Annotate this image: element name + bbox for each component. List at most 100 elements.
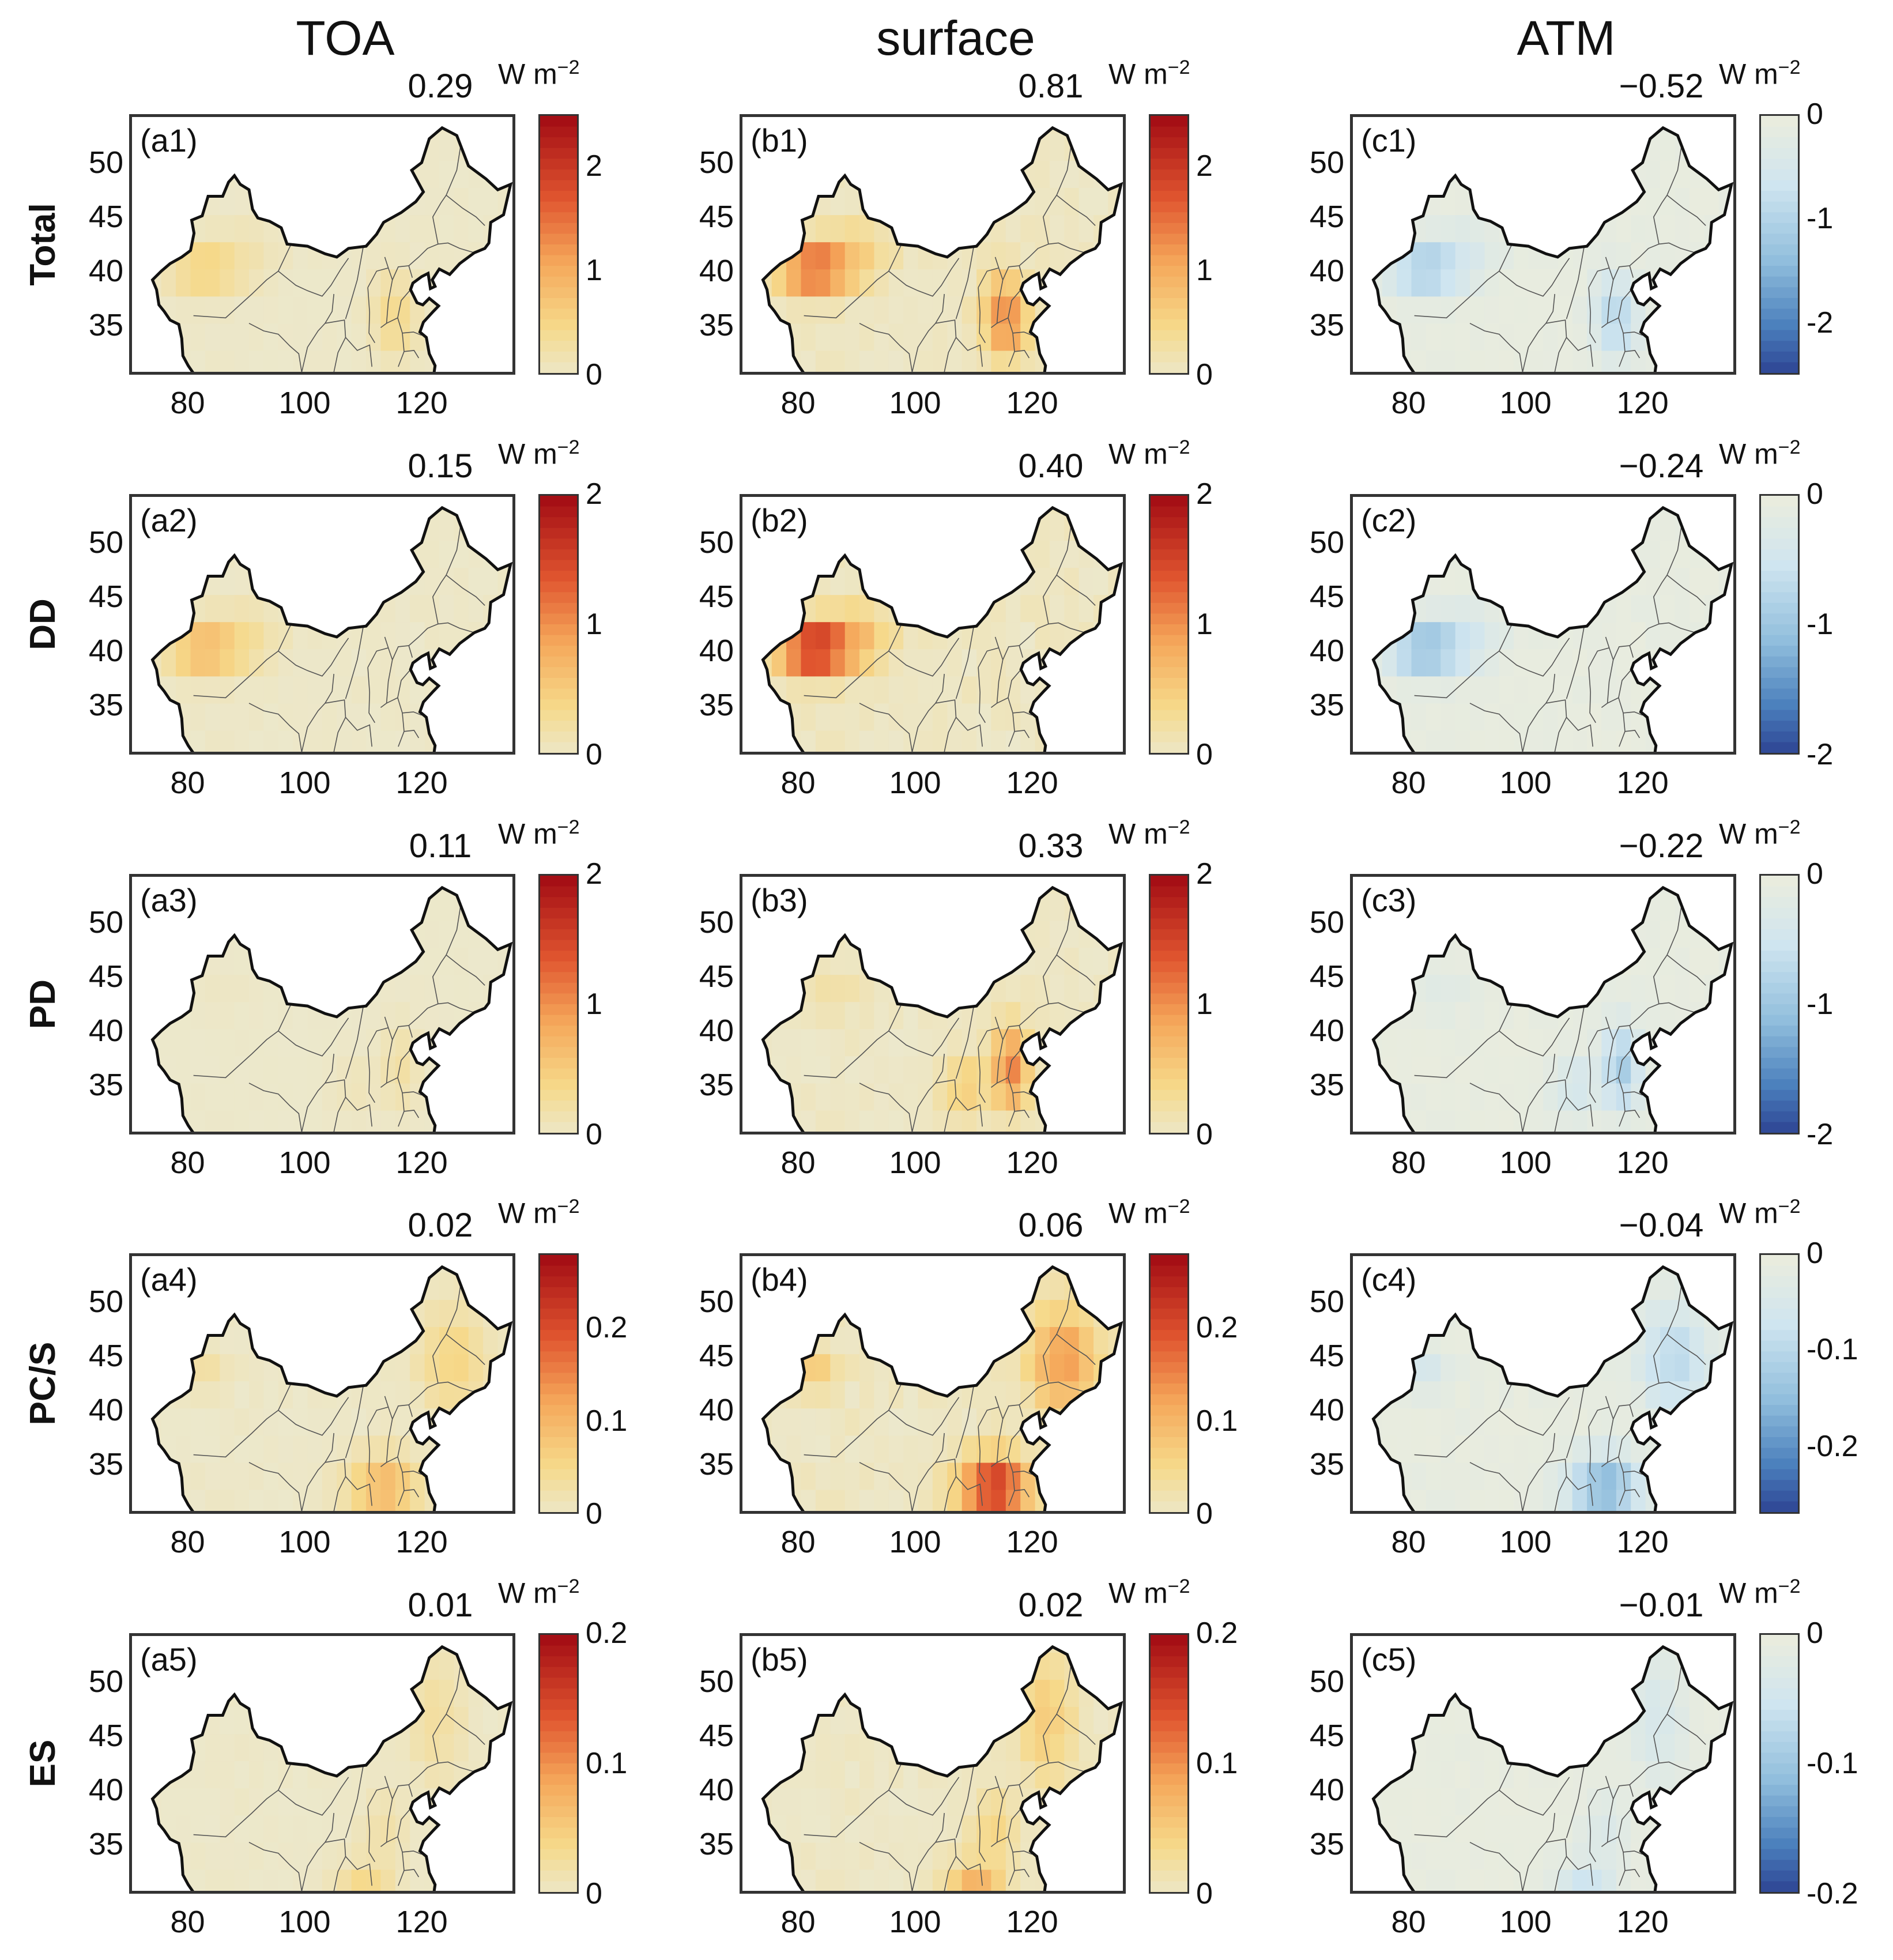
map-panel-c2: (c2) (1350, 494, 1736, 755)
grid-cell (1675, 1435, 1690, 1463)
grid-cell (1353, 1788, 1368, 1816)
grid-cell (1397, 296, 1412, 324)
grid-cell (771, 1788, 787, 1816)
grid-cell (1455, 1272, 1470, 1300)
grid-cell (220, 507, 235, 514)
grid-cell (322, 1646, 337, 1653)
grid-cell (1426, 1028, 1441, 1057)
grid-cell (351, 920, 367, 948)
row-label-dd: DD (23, 598, 63, 650)
grid-cell (932, 947, 948, 975)
grid-cell (410, 730, 425, 752)
province-line (193, 1789, 279, 1838)
grid-cell (512, 1842, 515, 1870)
grid-cell (1514, 1272, 1529, 1300)
colorbar-step (1761, 506, 1798, 518)
grid-cell (1470, 296, 1485, 324)
grid-cell (1093, 1326, 1109, 1355)
grid-cell (844, 133, 860, 161)
grid-cell (1514, 1646, 1529, 1653)
grid-cell (1543, 1489, 1558, 1511)
colorbar-step (540, 538, 577, 550)
grid-cell (512, 513, 515, 541)
grid-cell (220, 974, 235, 1002)
grid-cell (439, 296, 454, 324)
grid-cell (1064, 1761, 1080, 1789)
grid-cell (161, 594, 176, 623)
grid-cell (932, 1733, 948, 1762)
grid-cell (1123, 160, 1126, 188)
grid-cell (1543, 323, 1558, 351)
grid-cell (1353, 242, 1368, 270)
grid-cell (874, 1788, 889, 1816)
grid-cell (278, 507, 293, 514)
province-line (1666, 1713, 1706, 1745)
grid-cell (439, 214, 454, 243)
colorbar-step (1761, 1362, 1798, 1374)
grid-cell (468, 1869, 484, 1891)
grid-cell (1035, 1299, 1050, 1327)
grid-cell (366, 127, 382, 134)
grid-cell (1718, 1489, 1732, 1511)
grid-cell (903, 187, 919, 216)
grid-cell (801, 1842, 816, 1870)
grid-cell (947, 507, 963, 514)
colorbar-step (1761, 940, 1798, 951)
grid-cell (293, 1733, 308, 1762)
grid-cell (1093, 1110, 1109, 1132)
grid-cell (1005, 160, 1021, 188)
grid-cell (1645, 540, 1661, 568)
y-tick-40: 40 (88, 254, 123, 289)
grid-cell (1587, 621, 1602, 650)
grid-cell (859, 1679, 874, 1707)
grid-cell (1558, 187, 1573, 216)
grid-cell (152, 947, 162, 975)
grid-cell (1543, 1326, 1558, 1355)
province-line (1002, 1025, 1024, 1040)
grid-cell (1470, 1489, 1485, 1511)
grid-cell (293, 1326, 308, 1355)
colorbar-step (1151, 1763, 1187, 1775)
map-svg-a1 (150, 126, 512, 372)
grid-cell (961, 160, 977, 188)
grid-cell (322, 296, 337, 324)
colorbar-step (540, 624, 577, 636)
province-line (1012, 331, 1032, 336)
panel-mean-a5: 0.01 (408, 1586, 473, 1624)
grid-cell (1123, 1490, 1126, 1514)
grid-cell (1093, 1028, 1109, 1057)
grid-cell (512, 1002, 515, 1030)
grid-cell (176, 1408, 191, 1436)
grid-cell (844, 1408, 860, 1436)
grid-cell (830, 1842, 846, 1870)
grid-cell (152, 323, 162, 351)
grid-cell (220, 1869, 235, 1891)
unit-exponent: −2 (1778, 816, 1801, 838)
x-tick-80: 80 (1391, 1525, 1426, 1559)
grid-cell (859, 323, 874, 351)
grid-cell (874, 1489, 889, 1511)
province-line (978, 1406, 1004, 1468)
y-tick-50: 50 (88, 525, 123, 560)
province-line (888, 1383, 902, 1411)
grid-cell (1079, 594, 1094, 623)
province-line (1042, 1660, 1073, 1763)
grid-cell (1397, 1299, 1412, 1327)
colorbar-step (540, 1373, 577, 1384)
colorbar-step (1151, 624, 1187, 636)
colorbar-step (540, 496, 577, 507)
grid-cell (763, 1761, 772, 1789)
grid-cell (1514, 730, 1529, 752)
grid-cell (1123, 350, 1126, 375)
grid-cell (961, 893, 977, 921)
grid-cell (351, 1354, 367, 1382)
grid-cell (932, 594, 948, 623)
grid-cell (439, 133, 454, 161)
grid-cell (307, 1646, 323, 1653)
grid-cell (1411, 1462, 1427, 1490)
grid-cell (1411, 296, 1427, 324)
province-boundaries-a2 (193, 521, 485, 752)
grid-cell (337, 1706, 352, 1735)
grid-cell (468, 1815, 484, 1843)
grid-cell (976, 187, 992, 216)
